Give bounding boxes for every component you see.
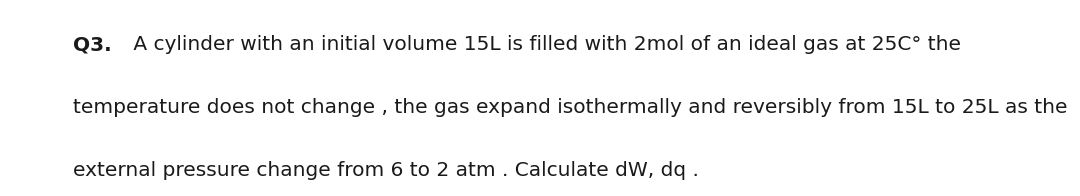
Text: Q3.: Q3. <box>73 35 112 54</box>
Text: external pressure change from 6 to 2 atm . Calculate dW, dq .: external pressure change from 6 to 2 atm… <box>73 161 700 180</box>
Text: A cylinder with an initial volume 15L is filled with 2mol of an ideal gas at 25C: A cylinder with an initial volume 15L is… <box>127 35 961 54</box>
Text: temperature does not change , the gas expand isothermally and reversibly from 15: temperature does not change , the gas ex… <box>73 98 1068 117</box>
